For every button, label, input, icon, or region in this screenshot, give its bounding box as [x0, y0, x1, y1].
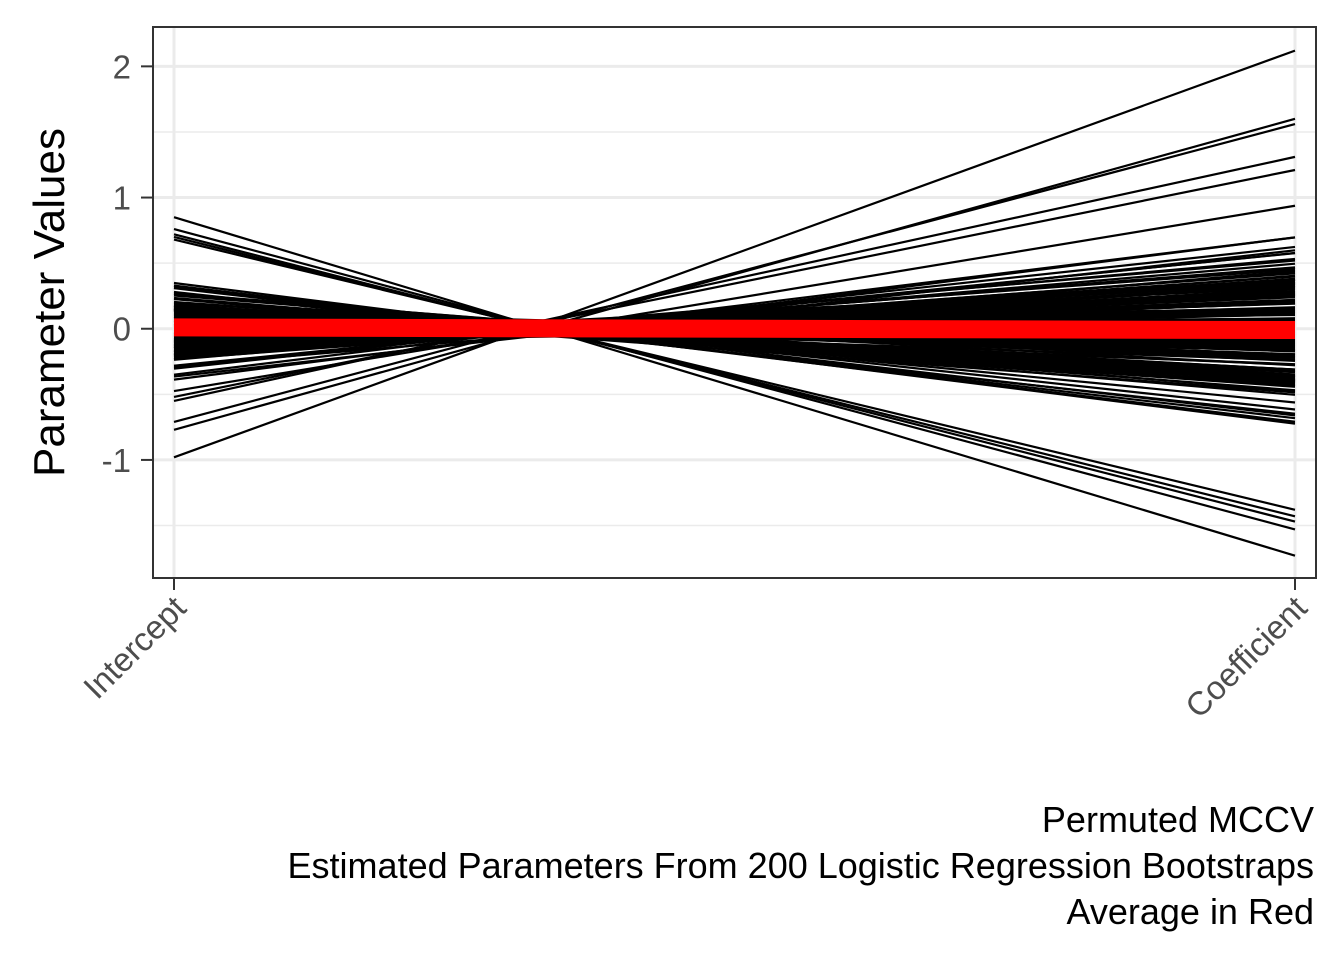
- x-tick-label: Intercept: [76, 589, 193, 706]
- bootstrap-line: [173, 216, 1296, 557]
- y-tick-label: 1: [113, 180, 131, 217]
- x-axis: Intercept Coefficient: [76, 578, 1314, 725]
- bootstrap-line: [173, 306, 1296, 371]
- bootstrap-line: [173, 117, 1296, 431]
- bootstrap-line: [173, 204, 1296, 393]
- x-tick-label: Coefficient: [1178, 589, 1314, 725]
- bootstrap-line: [173, 123, 1296, 423]
- bootstrap-line: [173, 271, 1296, 359]
- y-tick-label: 2: [113, 48, 131, 85]
- panel-border: [152, 26, 1317, 579]
- bootstrap-line: [173, 236, 1296, 376]
- bootstrap-line: [173, 233, 1296, 523]
- average-line-group: [173, 318, 1296, 340]
- bootstrap-line: [173, 259, 1296, 357]
- series-lines: [173, 49, 1296, 557]
- caption-line: Permuted MCCV: [1042, 799, 1314, 840]
- y-axis-title: Parameter Values: [25, 128, 74, 477]
- caption-line: Average in Red: [1067, 891, 1315, 932]
- bootstrap-line: [173, 227, 1296, 531]
- y-tick-label: 0: [113, 311, 131, 348]
- average-line: [173, 318, 1296, 340]
- bootstrap-line: [173, 238, 1296, 511]
- caption: Permuted MCCV Estimated Parameters From 2…: [288, 799, 1314, 932]
- caption-line: Estimated Parameters From 200 Logistic R…: [288, 845, 1314, 886]
- y-axis: 2 1 0 -1: [102, 48, 153, 479]
- bootstrap-line: [173, 292, 1296, 404]
- bootstrap-line: [173, 284, 1296, 423]
- y-tick-label: -1: [102, 442, 131, 479]
- bootstrap-line: [173, 49, 1296, 459]
